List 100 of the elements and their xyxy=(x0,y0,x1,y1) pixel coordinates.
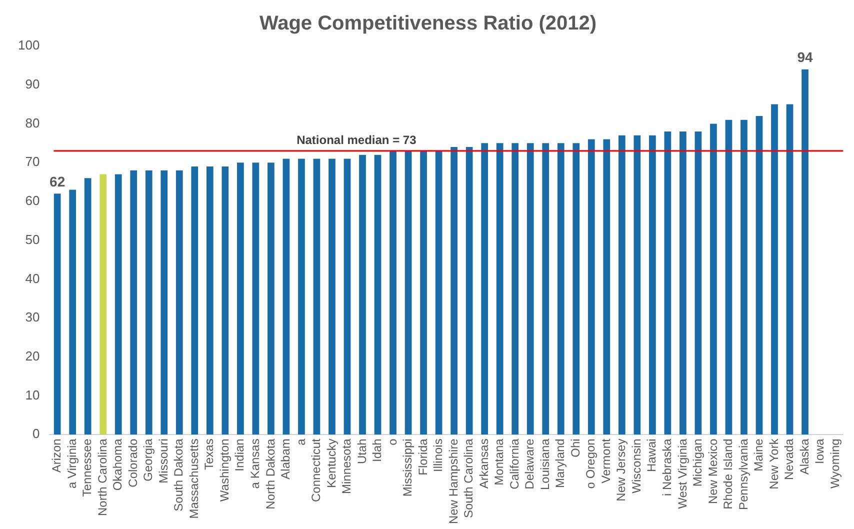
bar xyxy=(390,150,396,435)
bar xyxy=(664,132,672,435)
x-tick-label: Ohi xyxy=(568,438,582,458)
bar xyxy=(526,143,534,435)
bar xyxy=(435,150,442,435)
x-tick-label: Rhode Island xyxy=(721,438,736,510)
x-tick-label: Wyoming xyxy=(828,438,842,489)
bar xyxy=(648,135,656,435)
y-tick-label: 100 xyxy=(18,38,40,53)
bar xyxy=(450,147,458,435)
x-tick-label: South Dakota xyxy=(172,438,186,512)
bar xyxy=(145,170,152,435)
bar xyxy=(710,124,717,435)
x-tick-label: Vermont xyxy=(598,438,613,484)
x-tick-label: Hawai xyxy=(644,438,659,472)
x-tick-label: Maryland xyxy=(553,438,568,488)
x-tick-label: Colorado xyxy=(126,438,140,488)
bar xyxy=(802,69,808,435)
x-tick-label: New Mexico xyxy=(706,438,720,504)
x-tick-label: North Carolina xyxy=(95,438,110,516)
x-tick-label: o xyxy=(385,438,400,446)
x-tick-label: i Nebraska xyxy=(660,438,674,496)
y-tick-label: 50 xyxy=(25,232,40,247)
x-tick-label: Nevada xyxy=(782,438,796,480)
x-tick-label: Kentucky xyxy=(324,438,338,488)
x-tick-label: Missouri xyxy=(156,438,170,484)
bar xyxy=(130,170,138,435)
bar xyxy=(114,174,122,435)
x-tick-label: Pennsylvania xyxy=(736,438,750,510)
bar xyxy=(313,158,320,435)
bar xyxy=(725,120,732,435)
bar xyxy=(298,158,305,435)
x-tick-label: Illinois xyxy=(431,438,446,472)
x-tick-label: Iowa xyxy=(812,438,827,464)
y-tick-label: 0 xyxy=(32,426,40,442)
bar xyxy=(756,116,763,435)
x-tick-label: New Hampshire xyxy=(446,438,460,524)
bar xyxy=(481,143,488,435)
y-tick-label: 60 xyxy=(25,193,40,208)
x-tick-label: Connecticut xyxy=(309,438,324,502)
y-tick-label: 30 xyxy=(25,310,40,325)
bar xyxy=(84,178,92,435)
x-tick-label: a Kansas xyxy=(248,438,262,489)
y-tick-label: 20 xyxy=(25,348,40,364)
bar xyxy=(344,158,351,435)
x-tick-label: Indian xyxy=(232,438,247,472)
x-tick-label: Tennessee xyxy=(80,438,94,497)
x-tick-label: Delaware xyxy=(522,438,537,490)
bar xyxy=(420,150,427,435)
x-tick-label: Arkansas xyxy=(476,438,491,489)
bar xyxy=(268,162,274,435)
bar xyxy=(160,170,168,435)
x-tick-label: o Oregon xyxy=(584,438,598,489)
bar xyxy=(557,143,564,435)
bar xyxy=(176,170,183,435)
x-tick-label: Maine xyxy=(752,438,766,472)
bar xyxy=(374,154,382,435)
bar xyxy=(786,104,794,435)
x-tick-label: Mississippi xyxy=(400,438,415,497)
ref-line-label: National median = 73 xyxy=(296,133,417,148)
bar xyxy=(542,143,550,435)
bar xyxy=(69,190,76,435)
bar xyxy=(359,154,366,435)
bar xyxy=(603,139,610,435)
bar xyxy=(282,158,290,435)
y-tick-label: 70 xyxy=(25,154,40,170)
x-tick-label: Florida xyxy=(416,438,430,476)
bar xyxy=(618,135,626,435)
x-tick-label: Arizon xyxy=(50,438,64,473)
x-tick-label: Michigan xyxy=(690,438,705,487)
data-label: 94 xyxy=(797,49,814,66)
bar xyxy=(237,162,244,435)
x-tick-label: South Carolina xyxy=(462,438,476,518)
x-tick-label: West Virginia xyxy=(675,438,690,509)
x-tick-label: Idah xyxy=(370,438,384,462)
x-tick-label: Washington xyxy=(217,438,232,502)
x-tick-label: Utah xyxy=(354,438,369,464)
x-tick-label: California xyxy=(507,438,522,490)
x-tick-label: Montana xyxy=(492,438,506,486)
bar xyxy=(100,174,107,435)
bar xyxy=(191,166,198,435)
x-tick-label: Minnesota xyxy=(340,438,354,494)
bar xyxy=(634,135,641,435)
x-tick-label: Georgia xyxy=(141,438,156,482)
x-tick-label: Wisconsin xyxy=(629,438,644,494)
x-tick-label: a xyxy=(294,438,308,446)
bar xyxy=(222,166,229,435)
data-label: 62 xyxy=(50,174,66,190)
chart-title: Wage Competitiveness Ratio (2012) xyxy=(259,12,597,35)
x-tick-label: North Dakota xyxy=(263,438,278,510)
y-tick-label: 10 xyxy=(25,387,40,402)
bar xyxy=(252,162,260,435)
bar xyxy=(466,147,473,435)
x-tick-label: New York xyxy=(766,438,781,490)
x-tick-label: New Jersey xyxy=(614,438,628,502)
bar xyxy=(740,120,748,435)
y-tick-label: 40 xyxy=(25,270,40,286)
bar xyxy=(771,104,778,435)
bar xyxy=(588,139,595,435)
bar xyxy=(328,158,336,435)
